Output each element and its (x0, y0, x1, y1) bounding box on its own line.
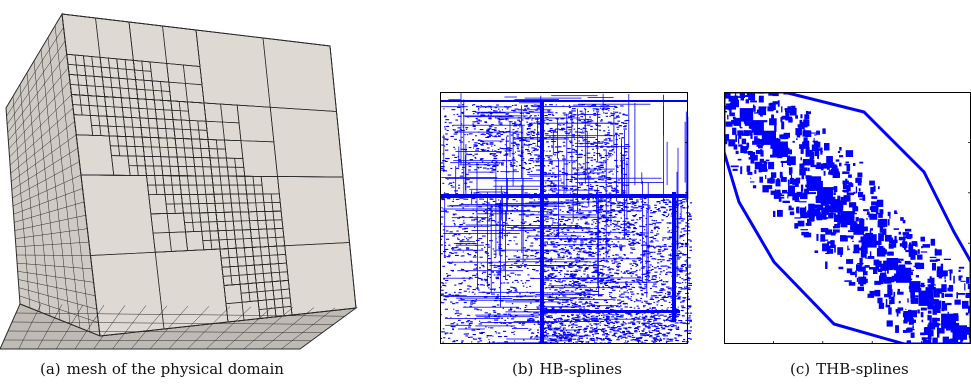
caption-b: (b) HB-splines (512, 360, 622, 378)
caption-b-text: HB-splines (539, 360, 622, 378)
caption-c: (c) THB-splines (790, 360, 909, 378)
caption-a: (a) mesh of the physical domain (40, 360, 284, 378)
panel-a (0, 0, 380, 350)
hb-nonzeros (440, 92, 694, 349)
cube-mesh (0, 12, 358, 350)
caption-b-label: (b) (512, 360, 534, 378)
caption-a-text: mesh of the physical domain (66, 360, 284, 378)
thb-band-outline (722, 90, 971, 346)
caption-c-label: (c) (790, 360, 811, 378)
caption-c-text: THB-splines (816, 360, 909, 378)
plot-frame (440, 92, 688, 344)
panel-b (440, 92, 694, 349)
panel-c (722, 90, 971, 346)
caption-a-label: (a) (40, 360, 61, 378)
cube-bottom-face (0, 303, 358, 350)
mesh-lines (3, 13, 357, 350)
thb-nonzeros (724, 92, 971, 344)
thb-sparsity-plot (722, 90, 971, 346)
plot-ticks (489, 142, 688, 344)
hb-sparsity-plot (440, 92, 694, 349)
